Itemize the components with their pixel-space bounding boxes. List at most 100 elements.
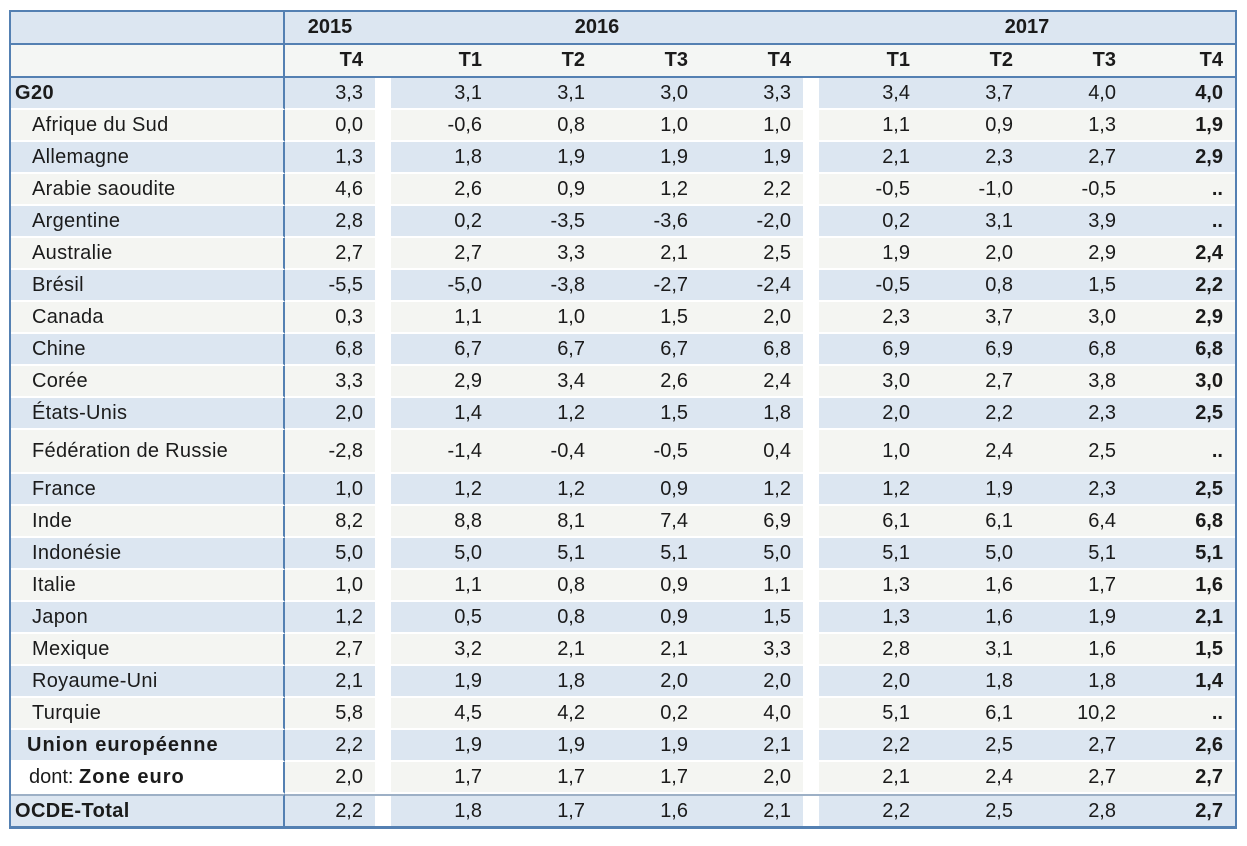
corner-cell bbox=[11, 12, 285, 45]
value-cell: -0,5 bbox=[819, 270, 922, 302]
value-cell: 1,2 bbox=[494, 474, 597, 506]
value-cell: 1,2 bbox=[285, 602, 375, 634]
group-separator bbox=[375, 474, 391, 506]
value-cell: 1,9 bbox=[494, 730, 597, 762]
row-label: Corée bbox=[11, 366, 285, 398]
table-row: Indonésie 5,0 5,0 5,1 5,1 5,0 5,1 5,0 5,1 5,1 bbox=[11, 538, 1235, 570]
value-cell: 2,9 bbox=[1025, 238, 1128, 270]
value-cell: 2,5 bbox=[1025, 430, 1128, 474]
value-cell: 1,6 bbox=[1025, 634, 1128, 666]
value-cell: 1,0 bbox=[597, 110, 700, 142]
value-cell: 2,6 bbox=[391, 174, 494, 206]
group-separator bbox=[375, 430, 391, 474]
value-cell: 5,1 bbox=[819, 698, 922, 730]
value-cell: 1,9 bbox=[391, 730, 494, 762]
value-cell: 0,9 bbox=[597, 602, 700, 634]
value-cell: 5,1 bbox=[1025, 538, 1128, 570]
value-cell: -3,6 bbox=[597, 206, 700, 238]
value-cell: 2,8 bbox=[1025, 794, 1128, 826]
row-label: Argentine bbox=[11, 206, 285, 238]
value-cell: 1,4 bbox=[391, 398, 494, 430]
value-cell: 6,8 bbox=[1128, 334, 1235, 366]
value-cell: 2,7 bbox=[391, 238, 494, 270]
row-label-header bbox=[11, 45, 285, 78]
group-separator bbox=[375, 334, 391, 366]
value-cell: 2,4 bbox=[1128, 238, 1235, 270]
value-cell: 1,9 bbox=[597, 142, 700, 174]
value-cell: 2,2 bbox=[922, 398, 1025, 430]
value-cell: 6,9 bbox=[700, 506, 803, 538]
quarter-header: T4 bbox=[700, 45, 803, 78]
table-row: Italie 1,0 1,1 0,8 0,9 1,1 1,3 1,6 1,7 1,6 bbox=[11, 570, 1235, 602]
value-cell: 0,9 bbox=[597, 474, 700, 506]
value-cell: 4,0 bbox=[1025, 78, 1128, 110]
group-separator bbox=[803, 12, 819, 45]
row-label: Chine bbox=[11, 334, 285, 366]
table-row: France 1,0 1,2 1,2 0,9 1,2 1,2 1,9 2,3 2,5 bbox=[11, 474, 1235, 506]
table-row: Fédération de Russie -2,8 -1,4 -0,4 -0,5 0,4 1… bbox=[11, 430, 1235, 474]
value-cell: 3,3 bbox=[494, 238, 597, 270]
value-cell: -2,0 bbox=[700, 206, 803, 238]
value-cell: 1,8 bbox=[700, 398, 803, 430]
value-cell: 1,0 bbox=[700, 110, 803, 142]
row-label-text: Zone euro bbox=[79, 766, 185, 788]
row-label: Allemagne bbox=[11, 142, 285, 174]
value-cell: 4,5 bbox=[391, 698, 494, 730]
group-separator bbox=[375, 398, 391, 430]
group-separator bbox=[375, 366, 391, 398]
table-row: Chine 6,8 6,7 6,7 6,7 6,8 6,9 6,9 6,8 6,8 bbox=[11, 334, 1235, 366]
value-cell: 1,5 bbox=[1025, 270, 1128, 302]
table-body: G20 3,3 3,1 3,1 3,0 3,3 3,4 3,7 4,0 4,0 Afrique du… bbox=[11, 78, 1235, 826]
group-separator bbox=[375, 570, 391, 602]
value-cell: 3,1 bbox=[494, 78, 597, 110]
row-label: Arabie saoudite bbox=[11, 174, 285, 206]
value-cell: 6,7 bbox=[391, 334, 494, 366]
group-separator bbox=[375, 174, 391, 206]
value-cell: 4,0 bbox=[700, 698, 803, 730]
value-cell: 2,0 bbox=[700, 666, 803, 698]
quarter-header: T4 bbox=[285, 45, 375, 78]
table-row: dont: Zone euro 2,0 1,7 1,7 1,7 2,0 2,1 2,4 2,7 2… bbox=[11, 762, 1235, 794]
value-cell: 0,0 bbox=[285, 110, 375, 142]
value-cell: 1,1 bbox=[819, 110, 922, 142]
group-separator bbox=[375, 78, 391, 110]
value-cell: 1,8 bbox=[391, 794, 494, 826]
group-separator bbox=[803, 634, 819, 666]
value-cell: 2,0 bbox=[819, 666, 922, 698]
value-cell: 6,9 bbox=[819, 334, 922, 366]
value-cell: 5,8 bbox=[285, 698, 375, 730]
value-cell: 3,1 bbox=[391, 78, 494, 110]
value-cell: 6,8 bbox=[1025, 334, 1128, 366]
group-separator bbox=[803, 270, 819, 302]
table-row: Afrique du Sud 0,0 -0,6 0,8 1,0 1,0 1,1 0,9 1,3 1… bbox=[11, 110, 1235, 142]
value-cell: 3,3 bbox=[700, 634, 803, 666]
value-cell: 2,0 bbox=[922, 238, 1025, 270]
value-cell: 1,7 bbox=[391, 762, 494, 794]
group-separator bbox=[803, 430, 819, 474]
table-row: Turquie 5,8 4,5 4,2 0,2 4,0 5,1 6,1 10,2.. bbox=[11, 698, 1235, 730]
group-separator bbox=[375, 12, 391, 45]
group-separator bbox=[803, 666, 819, 698]
value-cell: 0,2 bbox=[391, 206, 494, 238]
value-cell: 5,1 bbox=[494, 538, 597, 570]
group-separator bbox=[375, 45, 391, 78]
value-cell: 2,1 bbox=[700, 794, 803, 826]
value-cell: 0,9 bbox=[597, 570, 700, 602]
value-cell: -2,4 bbox=[700, 270, 803, 302]
group-separator bbox=[375, 302, 391, 334]
value-cell: 2,7 bbox=[1025, 730, 1128, 762]
value-cell: 3,4 bbox=[819, 78, 922, 110]
value-cell: 2,5 bbox=[922, 794, 1025, 826]
value-cell: 5,1 bbox=[1128, 538, 1235, 570]
value-cell: 5,0 bbox=[285, 538, 375, 570]
value-cell: -0,5 bbox=[819, 174, 922, 206]
value-cell: 1,0 bbox=[285, 474, 375, 506]
year-header-row: 2015 2016 2017 bbox=[11, 12, 1235, 45]
value-cell: 2,9 bbox=[1128, 302, 1235, 334]
value-cell: 2,1 bbox=[819, 142, 922, 174]
value-cell: 0,8 bbox=[494, 110, 597, 142]
value-cell: 1,7 bbox=[597, 762, 700, 794]
value-cell: 2,0 bbox=[285, 762, 375, 794]
value-cell: 1,8 bbox=[494, 666, 597, 698]
value-cell: 2,7 bbox=[1128, 762, 1235, 794]
